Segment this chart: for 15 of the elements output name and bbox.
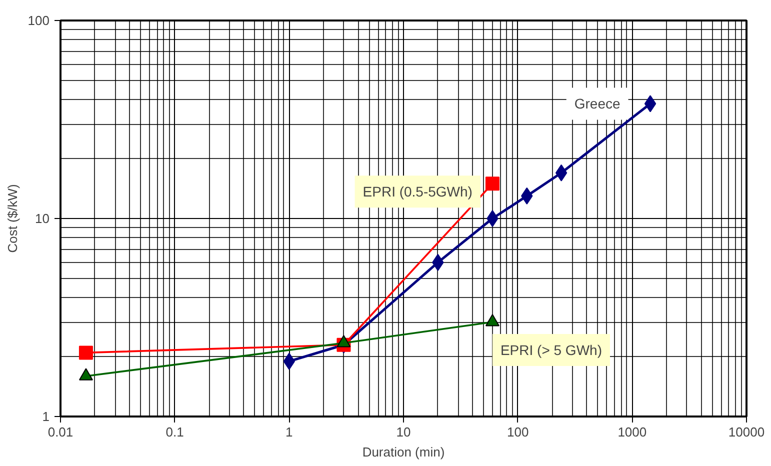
x-tick-label: 10000 bbox=[728, 424, 765, 440]
x-axis-title: Duration (min) bbox=[362, 444, 445, 460]
x-tick-label: 1000 bbox=[618, 424, 647, 440]
y-tick-label: 1 bbox=[42, 409, 50, 424]
y-tick-label: 100 bbox=[28, 13, 50, 28]
x-tick-label: 0.1 bbox=[166, 424, 184, 440]
x-tick-label: 10 bbox=[396, 424, 411, 440]
y-axis-title: Cost ($/kW) bbox=[4, 184, 20, 253]
series-label: EPRI (> 5 GWh) bbox=[500, 342, 602, 358]
x-tick-label: 0.01 bbox=[48, 424, 74, 440]
x-tick-label: 100 bbox=[506, 424, 529, 440]
y-tick-label: 10 bbox=[35, 211, 50, 226]
series-label: EPRI (0.5-5GWh) bbox=[362, 184, 472, 200]
x-tick-label: 1 bbox=[286, 424, 293, 440]
series-label: Greece bbox=[574, 96, 620, 112]
